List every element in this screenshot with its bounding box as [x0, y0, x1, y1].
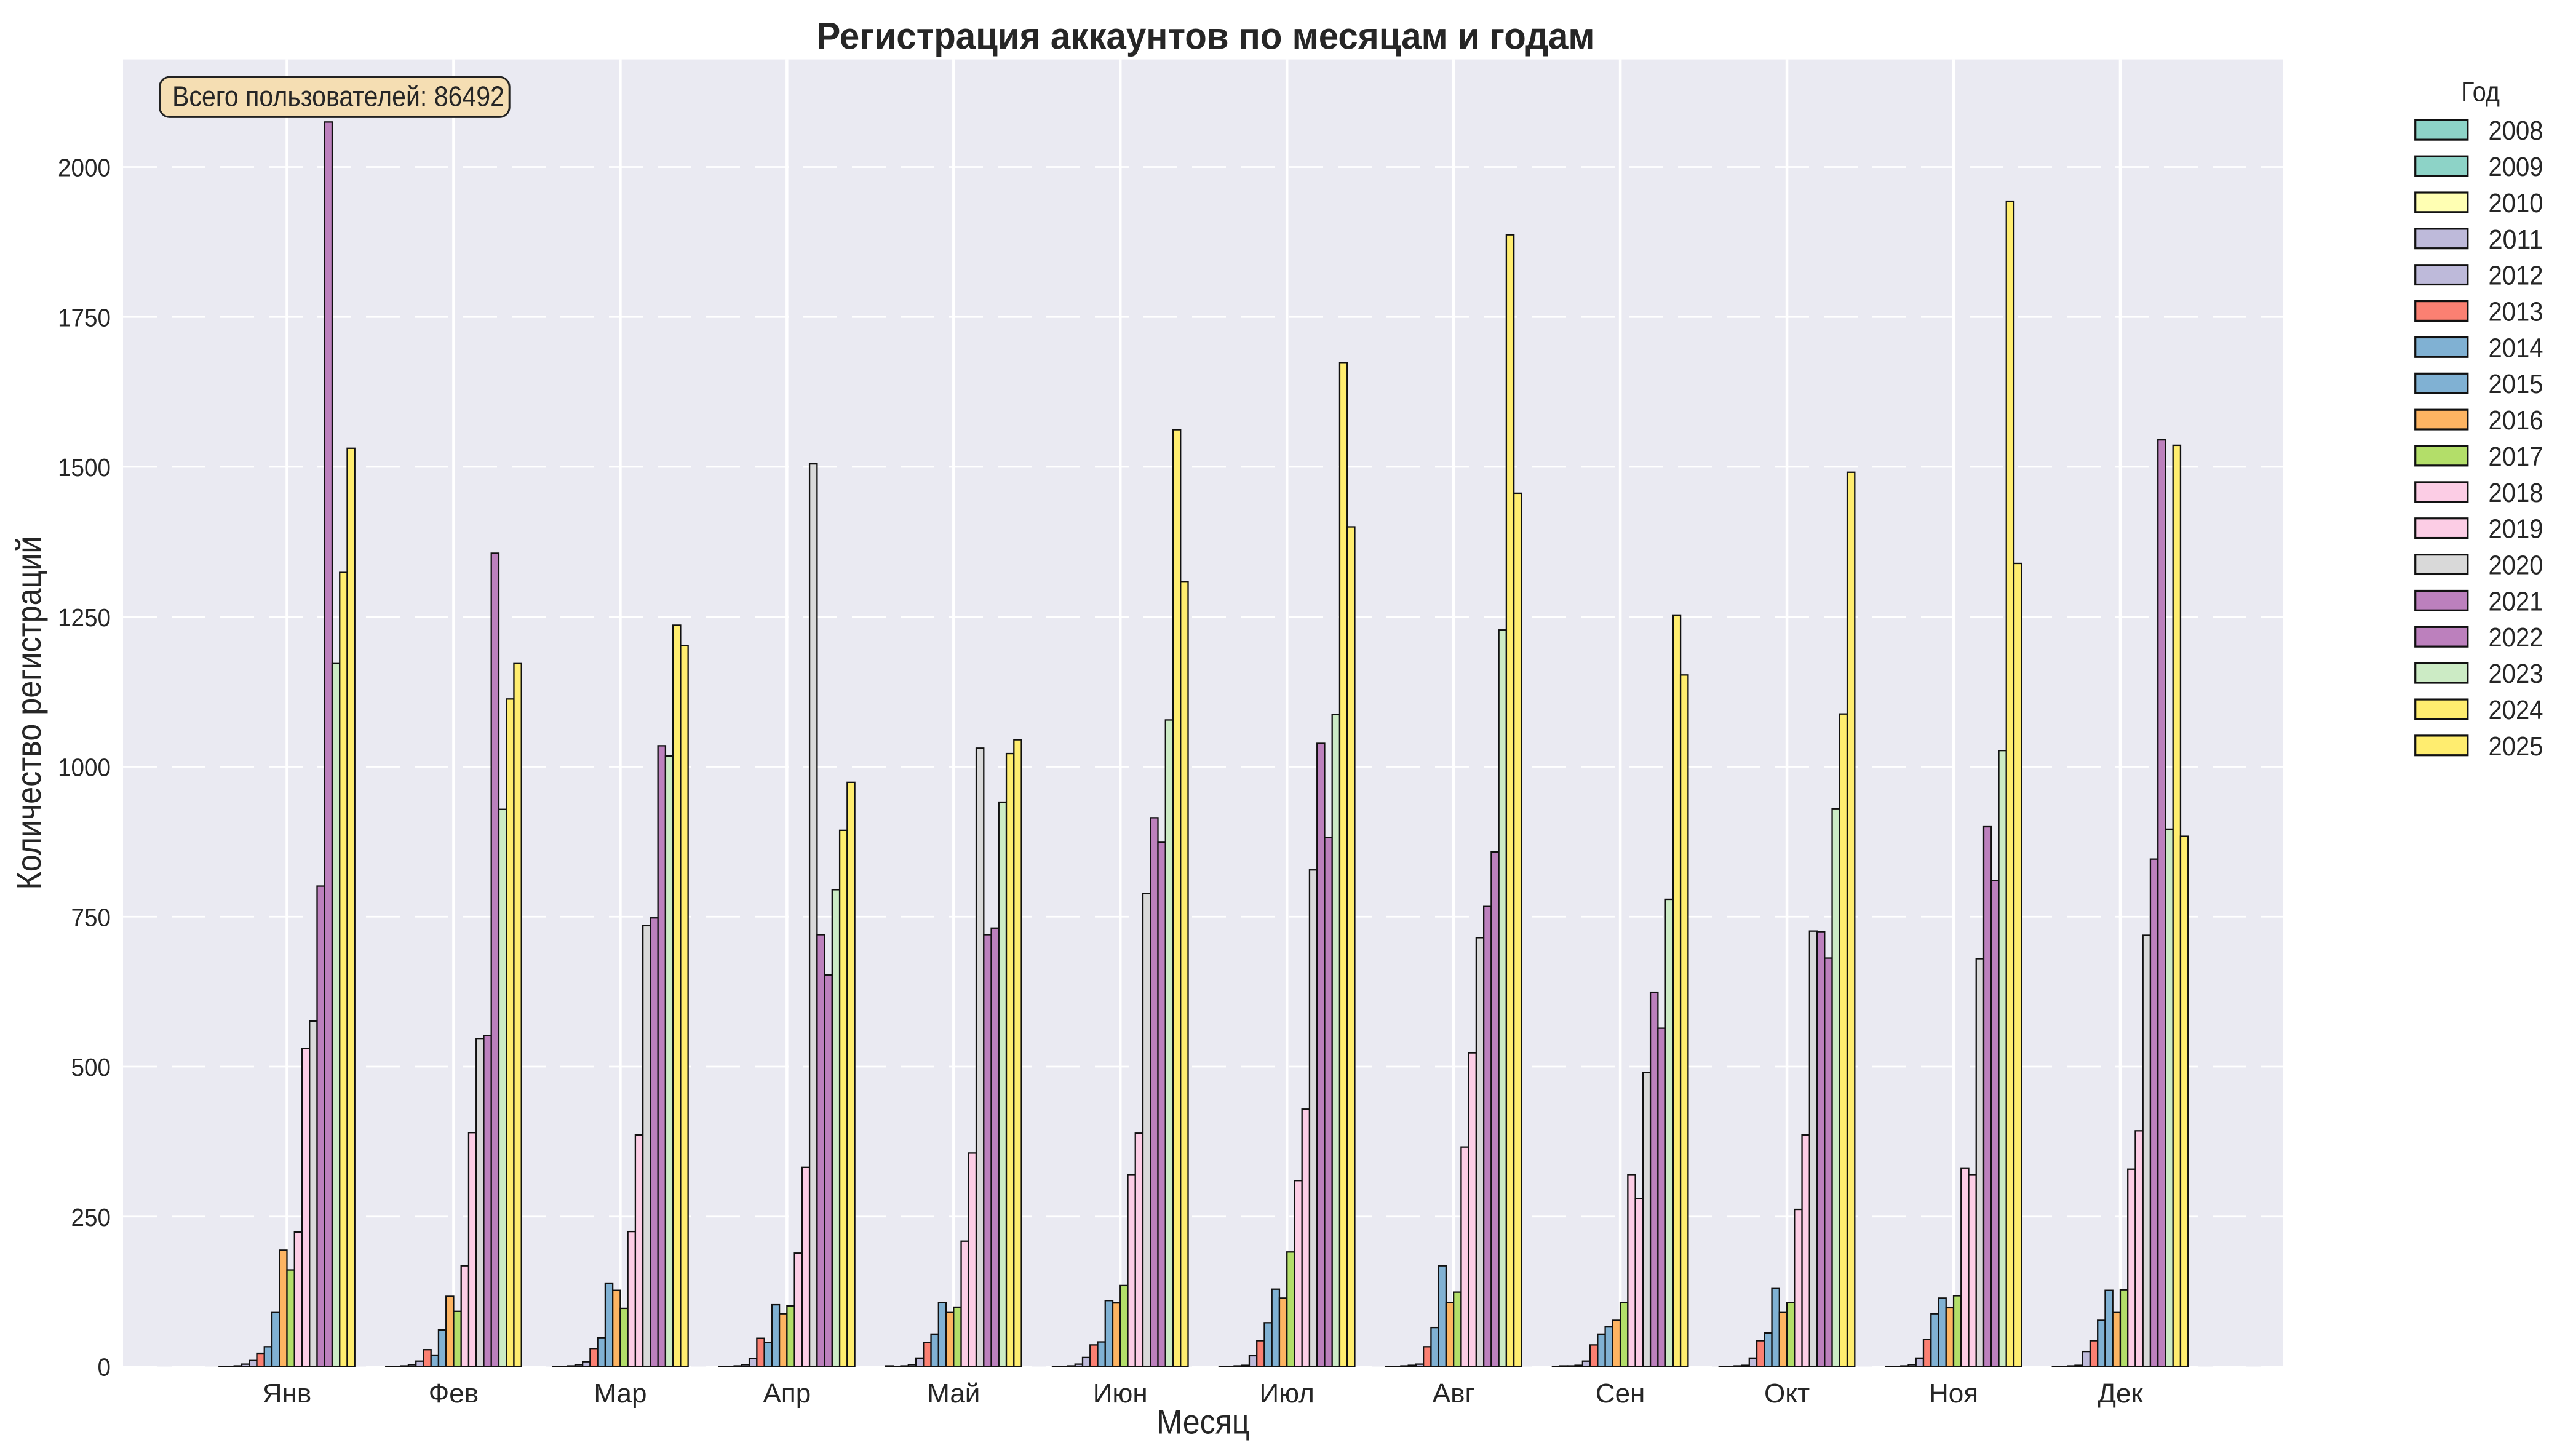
svg-text:2000: 2000 [58, 154, 111, 182]
svg-text:Май: Май [927, 1378, 980, 1409]
svg-text:Ноя: Ноя [1929, 1378, 1978, 1409]
svg-text:Апр: Апр [763, 1378, 811, 1409]
svg-text:1750: 1750 [58, 303, 111, 332]
svg-text:0: 0 [98, 1353, 111, 1382]
svg-text:2018: 2018 [2489, 478, 2543, 508]
svg-text:Год: Год [2461, 76, 2500, 107]
svg-text:2016: 2016 [2489, 405, 2543, 436]
svg-text:Дек: Дек [2098, 1378, 2143, 1409]
svg-text:Янв: Янв [263, 1378, 311, 1409]
svg-text:Мар: Мар [594, 1378, 646, 1409]
svg-text:2011: 2011 [2489, 225, 2543, 255]
svg-text:Авг: Авг [1433, 1378, 1475, 1409]
svg-text:2023: 2023 [2489, 659, 2543, 689]
svg-text:Регистрация аккаунтов по месяц: Регистрация аккаунтов по месяцам и годам [817, 15, 1595, 57]
svg-text:2017: 2017 [2489, 442, 2543, 472]
svg-text:Сен: Сен [1596, 1378, 1645, 1409]
svg-text:Количество регистраций: Количество регистраций [9, 536, 48, 890]
svg-text:1500: 1500 [58, 453, 111, 482]
svg-text:Июл: Июл [1260, 1378, 1314, 1409]
svg-text:2012: 2012 [2489, 261, 2543, 291]
svg-text:2010: 2010 [2489, 188, 2543, 218]
svg-text:2009: 2009 [2489, 152, 2543, 182]
svg-text:2019: 2019 [2489, 514, 2543, 544]
svg-text:2025: 2025 [2489, 731, 2543, 762]
svg-text:2024: 2024 [2489, 695, 2543, 725]
svg-text:Месяц: Месяц [1157, 1402, 1250, 1441]
svg-text:2022: 2022 [2489, 623, 2543, 653]
svg-text:2008: 2008 [2489, 116, 2543, 146]
svg-text:Июн: Июн [1093, 1378, 1148, 1409]
svg-text:Всего пользователей: 86492: Всего пользователей: 86492 [172, 81, 504, 113]
svg-text:500: 500 [71, 1053, 111, 1081]
svg-text:1000: 1000 [58, 754, 111, 782]
svg-text:750: 750 [71, 903, 111, 931]
svg-text:2014: 2014 [2489, 333, 2543, 363]
svg-text:2015: 2015 [2489, 369, 2543, 399]
svg-text:250: 250 [71, 1203, 111, 1231]
svg-text:Окт: Окт [1764, 1378, 1810, 1409]
svg-text:2013: 2013 [2489, 297, 2543, 327]
svg-text:2021: 2021 [2489, 586, 2543, 616]
svg-text:1250: 1250 [58, 603, 111, 632]
svg-text:Фев: Фев [429, 1378, 479, 1409]
svg-text:2020: 2020 [2489, 551, 2543, 581]
